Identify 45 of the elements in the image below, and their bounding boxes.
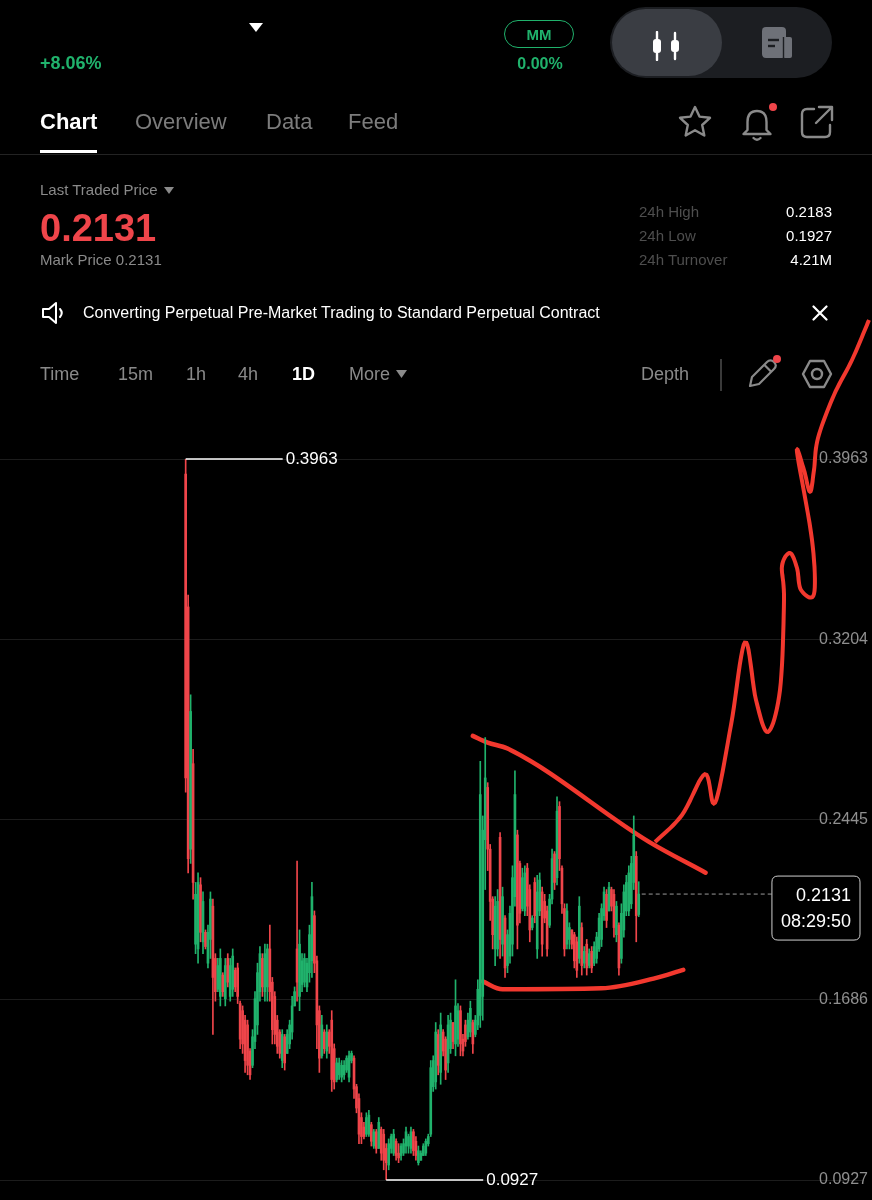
text: +8.06% <box>40 52 102 74</box>
text: 4h <box>238 363 259 385</box>
candlestick <box>501 886 504 957</box>
text: 0.1927 <box>786 227 832 245</box>
candlestick <box>303 953 306 988</box>
text: Converting Perpetual Pre-Market Trading to Standard Perpetual Contract <box>83 303 600 322</box>
annotation: 08:29:50 <box>780 911 851 932</box>
text: Last Traded Price <box>40 181 158 199</box>
y-tick-label: 0.3963 <box>819 449 869 467</box>
text: 15m <box>118 363 154 385</box>
candlestick <box>189 694 192 864</box>
text: Time <box>40 363 80 385</box>
text: Data <box>266 109 313 135</box>
y-tick-label: 0.0927 <box>819 1170 869 1188</box>
text: Chart <box>40 109 98 135</box>
text: 0.2183 <box>786 203 832 221</box>
text: Overview <box>135 109 227 135</box>
text: 1h <box>186 363 207 385</box>
y-tick-label: 0.2445 <box>819 809 869 827</box>
text: 0.00% <box>517 54 563 73</box>
text: 0.2131 <box>40 206 157 251</box>
y-tick-label: 0.1686 <box>819 990 869 1008</box>
text: 24h Low <box>639 227 696 245</box>
candlestick <box>615 901 618 943</box>
text: Depth <box>641 363 690 385</box>
text: MM <box>504 20 574 48</box>
candlestick <box>199 877 202 943</box>
ref-line-label: 0.2131 <box>795 885 851 906</box>
annotation: 0.0927 <box>486 1169 539 1189</box>
text: Mark Price 0.2131 <box>40 251 162 269</box>
y-tick-label: 0.3204 <box>819 629 869 647</box>
candlestick <box>521 867 524 912</box>
text: 4.21M <box>790 251 832 269</box>
text: 24h High <box>639 203 700 221</box>
candlestick <box>204 929 207 950</box>
text: 24h Turnover <box>639 251 728 269</box>
candlestick <box>605 889 608 928</box>
candlestick <box>246 1019 249 1076</box>
text: 1D <box>292 363 316 385</box>
candlestick <box>553 851 556 890</box>
line-series <box>470 733 708 875</box>
text: More <box>349 363 391 385</box>
text: Feed <box>348 109 399 135</box>
annotation: 0.3963 <box>285 448 338 468</box>
candlestick <box>261 953 264 997</box>
